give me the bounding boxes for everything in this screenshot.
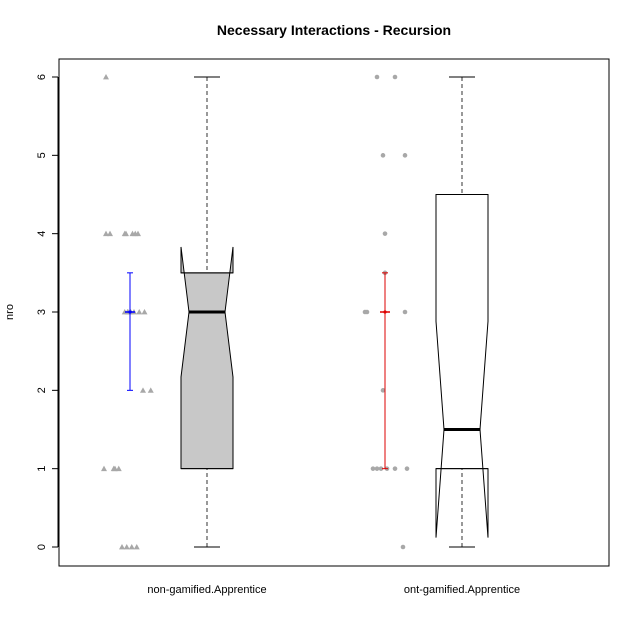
data-point [123,544,130,550]
data-point [140,387,146,393]
y-axis-label: nro [4,304,16,320]
data-point [374,466,380,471]
y-tick-label: 1 [36,466,48,472]
data-point [400,544,406,550]
chart-title: Necessary Interactions - Recursion [217,22,451,38]
y-tick-label: 3 [36,309,48,315]
data-point [136,309,143,315]
data-point [103,74,109,80]
x-tick-label: ont-gamified.Apprentice [404,584,520,596]
error-bar-mean-point [128,310,132,314]
data-point [404,466,410,471]
y-tick-label: 5 [36,152,48,158]
y-tick-label: 6 [36,74,48,80]
x-tick-label: non-gamified.Apprentice [147,584,266,596]
data-point [392,74,398,80]
data-point [135,230,141,237]
data-point [121,230,128,237]
data-point [374,74,380,80]
y-tick-label: 2 [36,387,48,393]
plot-layer: 0 1 2 3 4 5 6 non-gamified.Apprentice ont-gamifi… [36,74,520,596]
box-body [180,246,234,470]
data-point [115,465,122,472]
data-point [402,153,408,158]
data-point [402,309,408,315]
data-point [380,153,386,158]
data-point [392,466,398,471]
data-point [382,231,388,236]
data-point [133,544,140,550]
y-tick-label: 0 [36,544,48,550]
data-point [107,230,113,237]
y-tick-label: 4 [36,231,48,237]
data-point [119,544,125,550]
data-point [147,387,154,393]
data-point [101,465,107,472]
data-point [103,230,109,237]
data-point [378,466,384,471]
data-point [110,465,117,472]
plot-frame [58,58,610,567]
data-point [370,466,376,471]
data-point [128,544,135,550]
data-point [380,388,386,393]
error-bar-mean-point [383,310,387,314]
data-point [141,309,148,315]
data-point [362,309,368,315]
